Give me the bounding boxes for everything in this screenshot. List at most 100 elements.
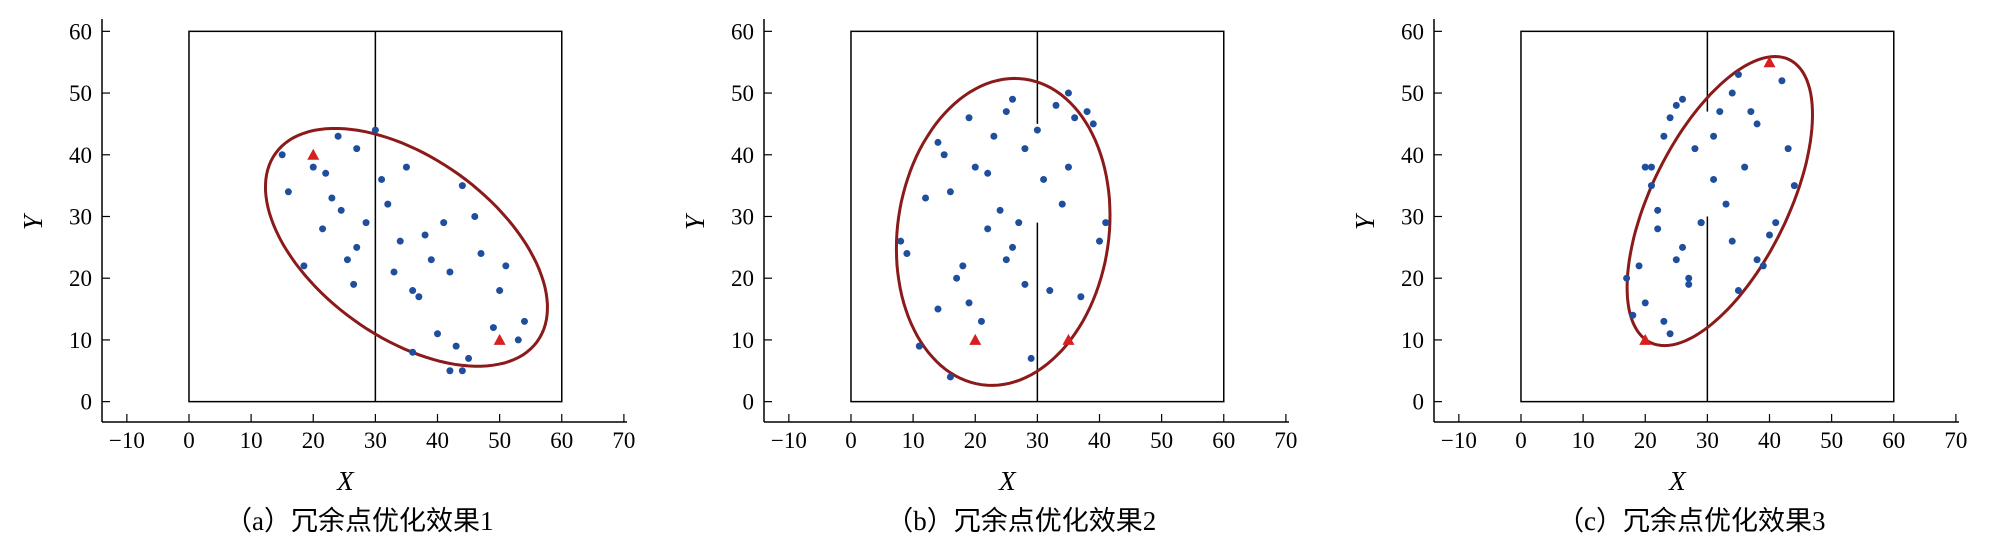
triangle-point <box>493 333 506 345</box>
point <box>934 138 942 146</box>
x-tick-label: 30 <box>364 428 387 453</box>
point <box>984 169 992 177</box>
x-tick-label: 0 <box>1515 428 1527 453</box>
point <box>965 114 973 122</box>
point <box>1077 293 1085 301</box>
x-axis-label: X <box>336 466 355 496</box>
x-tick-label: 60 <box>1212 428 1235 453</box>
point <box>1052 101 1060 109</box>
x-tick-label: 20 <box>964 428 987 453</box>
point <box>1753 120 1761 128</box>
y-tick-label: 10 <box>69 328 92 353</box>
x-tick-label: 40 <box>426 428 449 453</box>
point <box>477 250 485 258</box>
y-tick-label: 40 <box>731 143 754 168</box>
y-tick-label: 40 <box>1401 143 1424 168</box>
y-tick-label: 50 <box>69 81 92 106</box>
point <box>458 182 466 190</box>
x-tick-label: 50 <box>488 428 511 453</box>
point <box>1753 256 1761 264</box>
point <box>1660 317 1668 325</box>
point <box>1033 126 1041 134</box>
x-tick-label: 40 <box>1088 428 1111 453</box>
y-tick-label: 0 <box>743 390 755 415</box>
point <box>996 206 1004 214</box>
point <box>1722 200 1730 208</box>
point <box>1021 145 1029 153</box>
caption: （b）冗余点优化效果2 <box>886 506 1156 536</box>
point <box>915 342 923 350</box>
x-tick-label: 0 <box>845 428 857 453</box>
point <box>1629 311 1637 319</box>
point <box>353 243 361 251</box>
y-tick-label: 50 <box>1401 81 1424 106</box>
point <box>1672 101 1680 109</box>
point <box>1009 243 1017 251</box>
point <box>390 268 398 276</box>
triangle-point <box>1639 333 1652 345</box>
point <box>1654 206 1662 214</box>
triangle-point <box>969 333 982 345</box>
point <box>1058 200 1066 208</box>
point <box>278 151 286 159</box>
y-tick-label: 20 <box>731 266 754 291</box>
point <box>1647 182 1655 190</box>
point <box>977 317 985 325</box>
x-tick-label: 60 <box>1882 428 1905 453</box>
point <box>1710 175 1718 183</box>
point <box>1772 219 1780 227</box>
point <box>1666 330 1674 338</box>
point <box>1002 256 1010 264</box>
fitted-ellipse <box>894 76 1112 387</box>
point <box>940 151 948 159</box>
y-axis-label: Y <box>680 212 710 230</box>
point <box>1046 287 1054 295</box>
x-axis-label: X <box>1668 466 1687 496</box>
point <box>409 348 417 356</box>
fitted-ellipse <box>1625 54 1815 348</box>
point <box>353 145 361 153</box>
point <box>409 287 417 295</box>
point <box>984 225 992 233</box>
point <box>1679 95 1687 103</box>
triangle-point <box>1062 333 1075 345</box>
point <box>1716 108 1724 116</box>
point <box>1734 287 1742 295</box>
point <box>458 367 466 375</box>
y-tick-label: 50 <box>731 81 754 106</box>
x-tick-label: 70 <box>612 428 635 453</box>
x-tick-label: −10 <box>109 428 145 453</box>
point <box>502 262 510 270</box>
point <box>1691 145 1699 153</box>
point <box>1641 163 1649 171</box>
point <box>434 330 442 338</box>
point <box>1741 163 1749 171</box>
point <box>1647 163 1655 171</box>
point <box>514 336 522 344</box>
point <box>1790 182 1798 190</box>
point <box>446 367 454 375</box>
caption: （a）冗余点优化效果1 <box>225 506 493 536</box>
point <box>946 188 954 196</box>
point <box>953 274 961 282</box>
x-tick-label: 60 <box>550 428 573 453</box>
x-tick-label: 40 <box>1758 428 1781 453</box>
x-tick-label: 0 <box>183 428 195 453</box>
point <box>1015 219 1023 227</box>
x-tick-label: 70 <box>1944 428 1967 453</box>
x-tick-label: 10 <box>902 428 925 453</box>
point <box>415 293 423 301</box>
point <box>1679 243 1687 251</box>
y-tick-label: 60 <box>1401 19 1424 44</box>
point <box>378 175 386 183</box>
x-tick-label: 20 <box>1634 428 1657 453</box>
point <box>934 305 942 313</box>
point <box>1759 262 1767 270</box>
y-tick-label: 60 <box>69 19 92 44</box>
point <box>1027 354 1035 362</box>
triangle-point <box>1763 56 1776 68</box>
point <box>371 126 379 134</box>
point <box>1002 108 1010 116</box>
point <box>309 163 317 171</box>
caption: （c）冗余点优化效果3 <box>1557 506 1825 536</box>
